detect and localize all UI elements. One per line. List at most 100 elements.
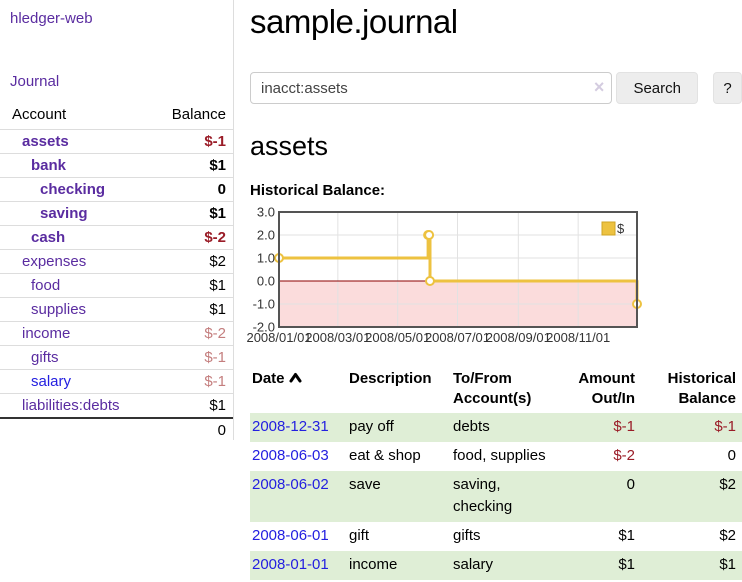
- svg-text:2008/05/01: 2008/05/01: [365, 330, 430, 345]
- transaction-amount: $-2: [613, 447, 635, 464]
- transaction-amount: $1: [618, 527, 635, 544]
- sidebar-account-link-liabilities-debts[interactable]: liabilities:debts: [22, 397, 120, 414]
- svg-text:0.0: 0.0: [257, 274, 275, 289]
- search-form: × Search ?: [250, 72, 742, 104]
- search-button[interactable]: Search: [616, 72, 699, 104]
- sidebar-account-link-bank[interactable]: bank: [31, 157, 67, 174]
- transaction-balance: $2: [719, 527, 736, 544]
- sidebar-account-link-saving[interactable]: saving: [40, 205, 88, 222]
- transaction-amount: $1: [618, 556, 635, 573]
- register-table: Date Description To/From Account(s) Amou…: [250, 367, 742, 580]
- transaction-accounts: saving, checking: [453, 476, 513, 515]
- transaction-description: eat & shop: [349, 447, 421, 464]
- accounts-table: Account Balance assets $-1 bank $1 checking 0…: [0, 103, 233, 442]
- register-row: 2008-06-03 eat & shop food, supplies $-2 0: [250, 442, 742, 471]
- sidebar-account-link-expenses[interactable]: expenses: [22, 253, 87, 270]
- transaction-description: income: [349, 556, 398, 573]
- page-title: sample.journal: [250, 3, 458, 40]
- transaction-balance: $2: [719, 476, 736, 493]
- transaction-date-link[interactable]: 2008-06-02: [252, 476, 329, 493]
- column-header-description: Description: [349, 370, 432, 387]
- account-row: food $1: [0, 273, 233, 298]
- transaction-accounts: food, supplies: [453, 447, 546, 464]
- transaction-amount: $-1: [613, 418, 635, 435]
- sidebar-item-journal[interactable]: Journal: [10, 73, 60, 90]
- transaction-balance: $-1: [714, 418, 736, 435]
- clear-search-icon[interactable]: ×: [593, 77, 605, 97]
- account-balance: $2: [144, 249, 233, 274]
- register-row: 2008-12-31 pay off debts $-1 $-1: [250, 413, 742, 442]
- accounts-total-value: 0: [144, 417, 233, 442]
- sidebar-account-link-income[interactable]: income: [22, 325, 71, 342]
- transaction-date-link[interactable]: 2008-06-01: [252, 527, 329, 544]
- account-balance: $-1: [144, 345, 233, 370]
- account-balance: $1: [144, 297, 233, 322]
- transaction-accounts: debts: [453, 418, 490, 435]
- account-row: income $-2: [0, 321, 233, 346]
- register-row: 2008-06-01 gift gifts $1 $2: [250, 522, 742, 551]
- transaction-amount: 0: [626, 476, 635, 493]
- account-row: salary $-1: [0, 369, 233, 394]
- transaction-accounts: gifts: [453, 527, 481, 544]
- svg-text:2008/01/01: 2008/01/01: [246, 330, 311, 345]
- search-input[interactable]: [250, 72, 613, 104]
- account-balance: $1: [144, 273, 233, 298]
- column-header-date[interactable]: Date: [250, 367, 347, 413]
- svg-text:2008/03/01: 2008/03/01: [305, 330, 370, 345]
- svg-text:3.0: 3.0: [257, 205, 275, 220]
- account-balance: $-2: [144, 321, 233, 346]
- transaction-description: save: [349, 476, 381, 493]
- chart-canvas: $3.0 2.0 1.0 0.0 -1.0 -2.02008/01/012008/03/0…: [246, 205, 642, 345]
- accounts-header-balance: Balance: [171, 106, 226, 123]
- account-row: gifts $-1: [0, 345, 233, 370]
- svg-text:2008/09/01: 2008/09/01: [486, 330, 551, 345]
- account-balance: $1: [144, 201, 233, 226]
- account-balance: 0: [144, 177, 233, 202]
- accounts-total-row: 0: [0, 417, 233, 442]
- sidebar-account-link-assets[interactable]: assets: [22, 133, 69, 150]
- help-button[interactable]: ?: [713, 72, 742, 104]
- sidebar-account-link-supplies[interactable]: supplies: [31, 301, 87, 318]
- accounts-header-account: Account: [12, 106, 67, 123]
- account-balance: $1: [144, 393, 233, 418]
- account-row: bank $1: [0, 153, 233, 178]
- transaction-date-link[interactable]: 2008-01-01: [252, 556, 329, 573]
- sidebar-account-link-food[interactable]: food: [31, 277, 61, 294]
- transaction-date-link[interactable]: 2008-12-31: [252, 418, 329, 435]
- account-row: checking 0: [0, 177, 233, 202]
- sidebar-account-link-checking[interactable]: checking: [40, 181, 106, 198]
- account-balance: $-1: [144, 369, 233, 394]
- svg-text:2.0: 2.0: [257, 228, 275, 243]
- svg-text:$: $: [617, 221, 625, 236]
- register-row: 2008-06-02 save saving, checking 0 $2: [250, 471, 742, 522]
- svg-text:-2.0: -2.0: [253, 320, 275, 335]
- account-balance: $-1: [144, 129, 233, 154]
- account-row: expenses $2: [0, 249, 233, 274]
- account-row: assets $-1: [0, 129, 233, 154]
- transaction-description: pay off: [349, 418, 394, 435]
- account-row: liabilities:debts $1: [0, 393, 233, 418]
- account-balance: $1: [144, 153, 233, 178]
- app-brand-link[interactable]: hledger-web: [10, 10, 93, 27]
- transaction-balance: 0: [727, 447, 736, 464]
- historical-balance-chart: $3.0 2.0 1.0 0.0 -1.0 -2.0 2008/01/01 2008/03/0…: [246, 205, 742, 350]
- sidebar-account-link-gifts[interactable]: gifts: [31, 349, 59, 366]
- transaction-description: gift: [349, 527, 370, 544]
- svg-text:1.0: 1.0: [257, 251, 275, 266]
- account-balance: $-2: [144, 225, 233, 250]
- column-header-accounts: To/From Account(s): [453, 370, 532, 407]
- account-row: saving $1: [0, 201, 233, 226]
- svg-text:2008/11/01: 2008/11/01: [546, 330, 610, 345]
- svg-text:2008/07/01: 2008/07/01: [425, 330, 490, 345]
- historical-balance-label: Historical Balance:: [250, 182, 386, 199]
- transaction-date-link[interactable]: 2008-06-03: [252, 447, 329, 464]
- sidebar: hledger-web Journal Account Balance asse…: [0, 0, 234, 442]
- account-title: assets: [250, 131, 329, 161]
- sidebar-account-link-salary[interactable]: salary: [31, 373, 72, 390]
- account-row: cash $-2: [0, 225, 233, 250]
- column-header-historical-balance: Historical Balance: [667, 370, 736, 407]
- transaction-balance: $1: [719, 556, 736, 573]
- svg-text:-1.0: -1.0: [253, 297, 275, 312]
- sidebar-account-link-cash[interactable]: cash: [31, 229, 66, 246]
- sort-ascending-icon: [289, 373, 302, 383]
